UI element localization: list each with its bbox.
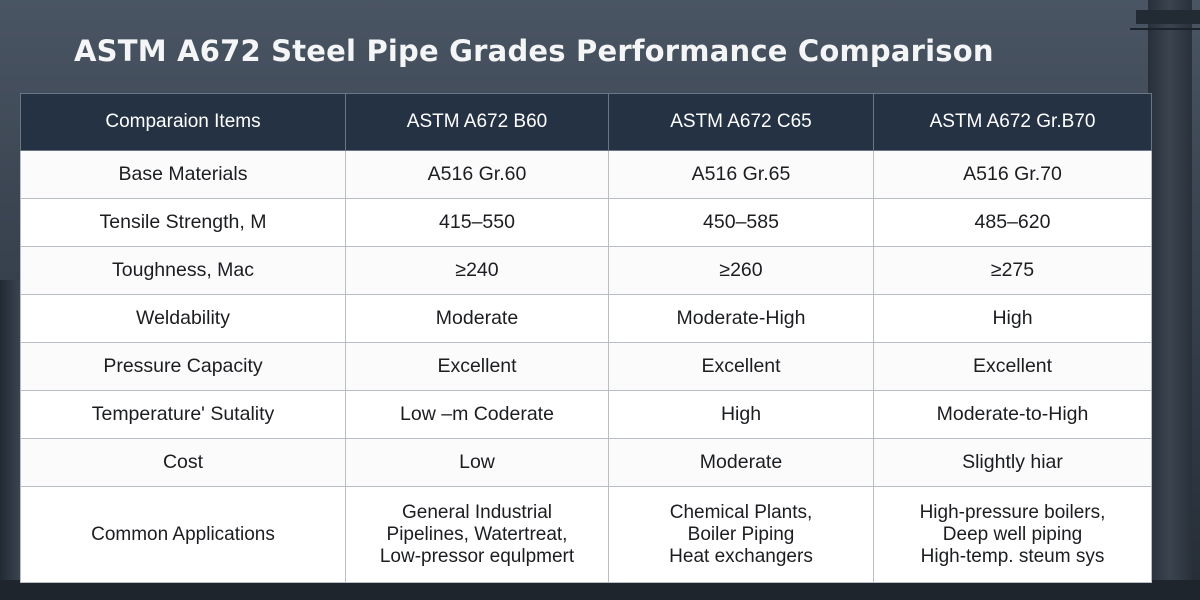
cell-b70: ≥275 xyxy=(873,246,1152,295)
application-line: Chemical Plants, xyxy=(669,501,813,523)
table-row: Pressure Capacity Excellent Excellent Ex… xyxy=(20,342,1152,391)
application-line: Deep well piping xyxy=(942,523,1083,545)
row-label: Toughness, Mac xyxy=(20,246,346,295)
table-row: Toughness, Mac ≥240 ≥260 ≥275 xyxy=(20,246,1152,295)
cell-b70: Moderate-to-High xyxy=(873,390,1152,439)
cell-c65: 450–585 xyxy=(608,198,874,247)
cell-b60: Moderate xyxy=(345,294,609,343)
application-line: Pipelines, Watertreat, xyxy=(386,523,568,545)
cell-b70: Slightly hiar xyxy=(873,438,1152,487)
cell-b70: 485–620 xyxy=(873,198,1152,247)
application-line: Boiler Piping xyxy=(687,523,795,545)
row-label: Common Applications xyxy=(20,486,346,583)
cell-b60: ≥240 xyxy=(345,246,609,295)
table-row: Base Materials A516 Gr.60 A516 Gr.65 A51… xyxy=(20,150,1152,199)
header-grade-c65: ASTM A672 C65 xyxy=(608,93,874,151)
row-label: Cost xyxy=(20,438,346,487)
cell-b70: Excellent xyxy=(873,342,1152,391)
row-label: Weldability xyxy=(20,294,346,343)
application-line: High-pressure boilers, xyxy=(919,501,1106,523)
comparison-table: Comparaion Items ASTM A672 B60 ASTM A672… xyxy=(20,93,1152,583)
table-row-applications: Common Applications General Industrial P… xyxy=(20,486,1152,583)
application-line: High-temp. steum sys xyxy=(920,545,1105,567)
cell-c65: Moderate-High xyxy=(608,294,874,343)
table-row: Weldability Moderate Moderate-High High xyxy=(20,294,1152,343)
row-label: Base Materials xyxy=(20,150,346,199)
table-header-row: Comparaion Items ASTM A672 B60 ASTM A672… xyxy=(20,93,1152,151)
application-line: Low-pressor equlpmert xyxy=(379,545,575,567)
cell-c65: Excellent xyxy=(608,342,874,391)
cell-b60: 415–550 xyxy=(345,198,609,247)
tower-platform xyxy=(1136,10,1200,24)
storage-tank xyxy=(0,280,20,600)
cell-b60: A516 Gr.60 xyxy=(345,150,609,199)
tower-railing xyxy=(1130,28,1200,30)
cell-b70-applications: High-pressure boilers, Deep well piping … xyxy=(873,486,1152,583)
cell-c65: High xyxy=(608,390,874,439)
cell-b60: Low xyxy=(345,438,609,487)
header-comparison-items: Comparaion Items xyxy=(20,93,346,151)
cell-b70: A516 Gr.70 xyxy=(873,150,1152,199)
row-label: Temperature' Sutality xyxy=(20,390,346,439)
cell-c65: Moderate xyxy=(608,438,874,487)
cell-b60: Low –m Coderate xyxy=(345,390,609,439)
row-label: Tensile Strength, M xyxy=(20,198,346,247)
cell-b70: High xyxy=(873,294,1152,343)
smokestack-tower xyxy=(1148,0,1192,600)
cell-b60-applications: General Industrial Pipelines, Watertreat… xyxy=(345,486,609,583)
cell-c65-applications: Chemical Plants, Boiler Piping Heat exch… xyxy=(608,486,874,583)
cell-b60: Excellent xyxy=(345,342,609,391)
table-row: Temperature' Sutality Low –m Coderate Hi… xyxy=(20,390,1152,439)
header-grade-b70: ASTM A672 Gr.B70 xyxy=(873,93,1152,151)
page-title: ASTM A672 Steel Pipe Grades Performance … xyxy=(74,34,994,68)
header-grade-b60: ASTM A672 B60 xyxy=(345,93,609,151)
row-label: Pressure Capacity xyxy=(20,342,346,391)
table-row: Tensile Strength, M 415–550 450–585 485–… xyxy=(20,198,1152,247)
cell-c65: ≥260 xyxy=(608,246,874,295)
application-line: General Industrial xyxy=(402,501,552,523)
application-line: Heat exchangers xyxy=(669,545,813,567)
ground-strip xyxy=(0,580,1200,600)
table-row: Cost Low Moderate Slightly hiar xyxy=(20,438,1152,487)
cell-c65: A516 Gr.65 xyxy=(608,150,874,199)
